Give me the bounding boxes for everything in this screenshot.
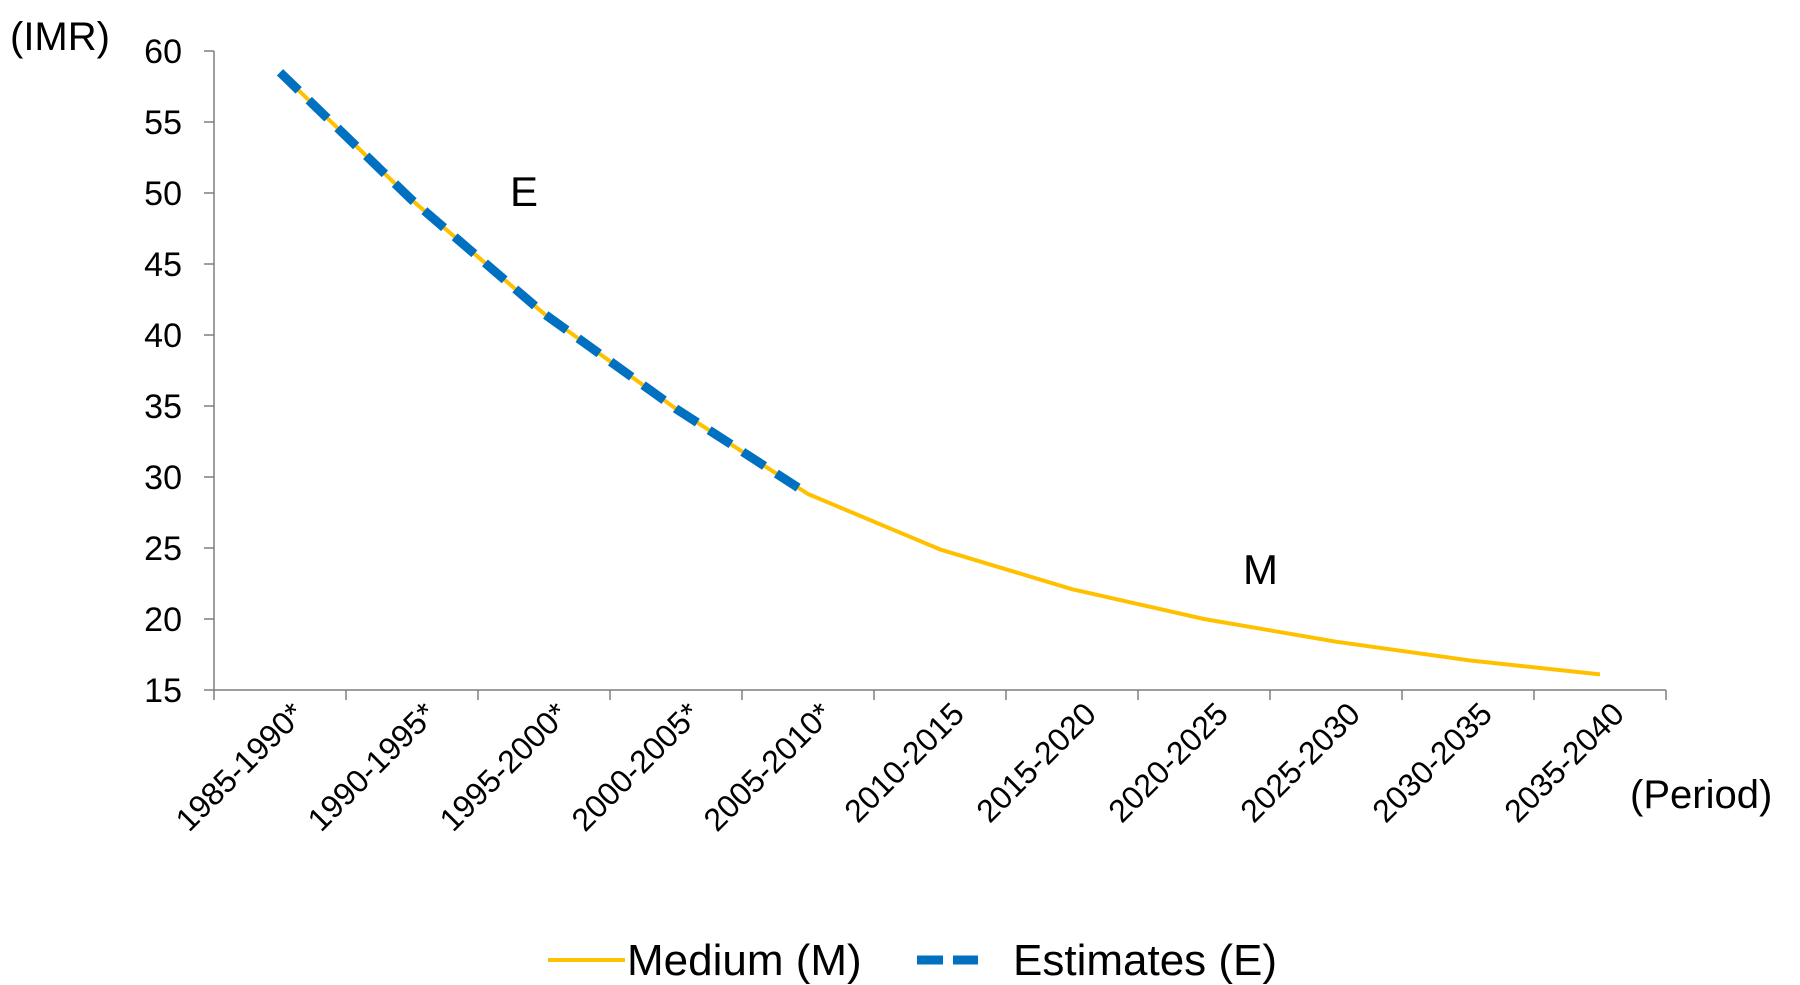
legend-label-medium: Medium (M): [627, 936, 862, 985]
x-tick-label: 2000-2005*: [564, 695, 706, 837]
x-tick-label: 2020-2025: [1101, 695, 1235, 829]
x-tick-label: 2030-2035: [1365, 695, 1499, 829]
x-tick-label: 2025-2030: [1233, 695, 1367, 829]
x-tick-label: 2005-2010*: [696, 695, 838, 837]
x-tick-label: 2010-2015: [837, 695, 971, 829]
x-tick-label: 1995-2000*: [432, 695, 574, 837]
x-axis-label: (Period): [1630, 773, 1772, 817]
legend: Medium (M) Estimates (E): [548, 936, 1277, 985]
plot-area: [276, 69, 1601, 677]
legend-item-medium: Medium (M): [548, 936, 862, 985]
series-label-estimates: E: [510, 168, 538, 215]
y-tick-label: 20: [144, 601, 182, 639]
y-axis-label: (IMR): [10, 15, 110, 59]
y-tick-label: 35: [144, 388, 182, 426]
y-tick-label: 15: [144, 672, 182, 710]
y-tick-label: 40: [144, 317, 182, 355]
x-tick-label: 1985-1990*: [168, 695, 310, 837]
x-tick-label: 1990-1995*: [300, 695, 442, 837]
y-tick-label: 55: [144, 104, 182, 142]
y-tick-label: 25: [144, 530, 182, 568]
series-line-medium: [278, 70, 1601, 677]
series-line-estimates: [276, 69, 811, 498]
y-axis: 15 20 25 30 35 40 45 50 55 60: [144, 33, 215, 710]
legend-label-estimates: Estimates (E): [1013, 936, 1277, 985]
y-tick-label: 60: [144, 33, 182, 71]
series-label-medium: M: [1243, 546, 1278, 593]
y-tick-label: 30: [144, 459, 182, 497]
legend-item-estimates: Estimates (E): [917, 936, 1277, 985]
series-labels: EM: [510, 168, 1278, 593]
x-axis: 1985-1990*1990-1995*1995-2000*2000-2005*…: [168, 689, 1667, 838]
y-tick-label: 45: [144, 246, 182, 284]
y-tick-label: 50: [144, 175, 182, 213]
x-tick-label: 2015-2020: [969, 695, 1103, 829]
x-tick-label: 2035-2040: [1497, 695, 1631, 829]
